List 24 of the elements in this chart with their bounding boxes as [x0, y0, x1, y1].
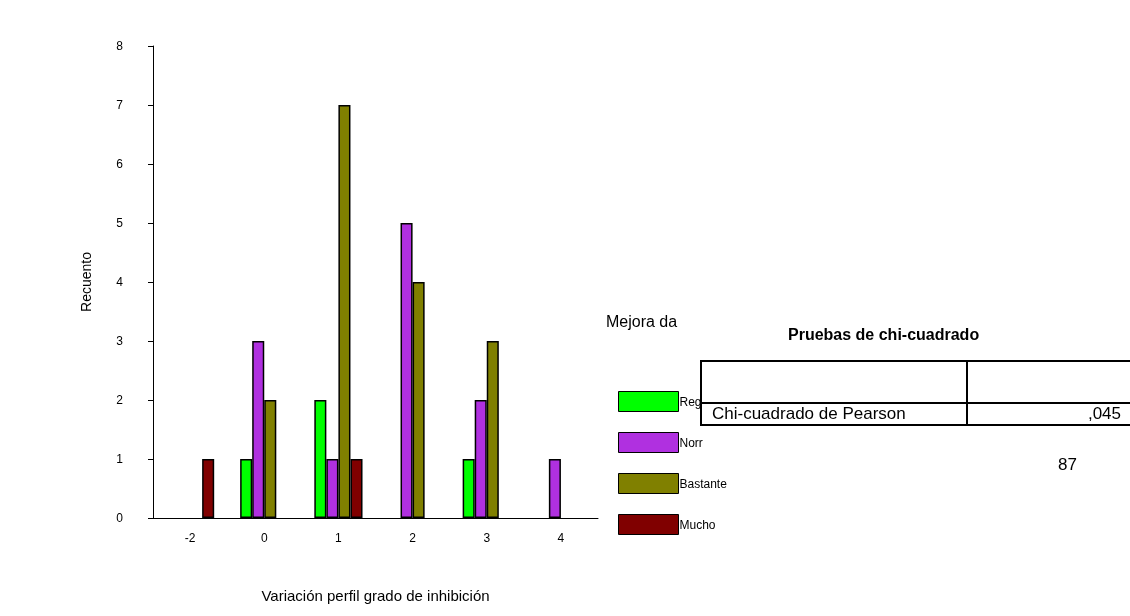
y-tick-label: 2	[116, 393, 124, 407]
y-tick-label: 8	[116, 39, 124, 53]
legend-label: Mucho	[679, 517, 716, 532]
x-tick-label: 3	[483, 531, 491, 545]
results-table: Chi-cuadrado de Pearson ,045	[700, 360, 1130, 426]
y-tick-label: 1	[116, 452, 124, 466]
text: 87	[1058, 455, 1077, 475]
legend-label: Norr	[679, 435, 703, 450]
legend-title: Mejora da	[606, 312, 678, 330]
y-tick-label: 6	[116, 157, 124, 171]
x-tick-label: 2	[409, 531, 417, 545]
y-tick-label: 5	[116, 216, 124, 230]
y-tick-label: 7	[116, 98, 124, 112]
x-tick-label: 0	[260, 531, 268, 545]
y-tick-label: 3	[116, 334, 124, 348]
y-axis-title: Recuento	[78, 251, 94, 312]
x-axis-title: Variación perfil grado de inhibición	[261, 587, 490, 604]
y-tick-label: 4	[116, 275, 124, 289]
x-tick-label: 1	[335, 531, 343, 545]
x-tick-label: -2	[184, 531, 196, 545]
y-tick-label: 0	[116, 511, 124, 525]
x-tick-label: 4	[557, 531, 565, 545]
legend-label: Bastante	[679, 476, 728, 491]
text: Pruebas de chi-cuadrado	[788, 326, 980, 344]
